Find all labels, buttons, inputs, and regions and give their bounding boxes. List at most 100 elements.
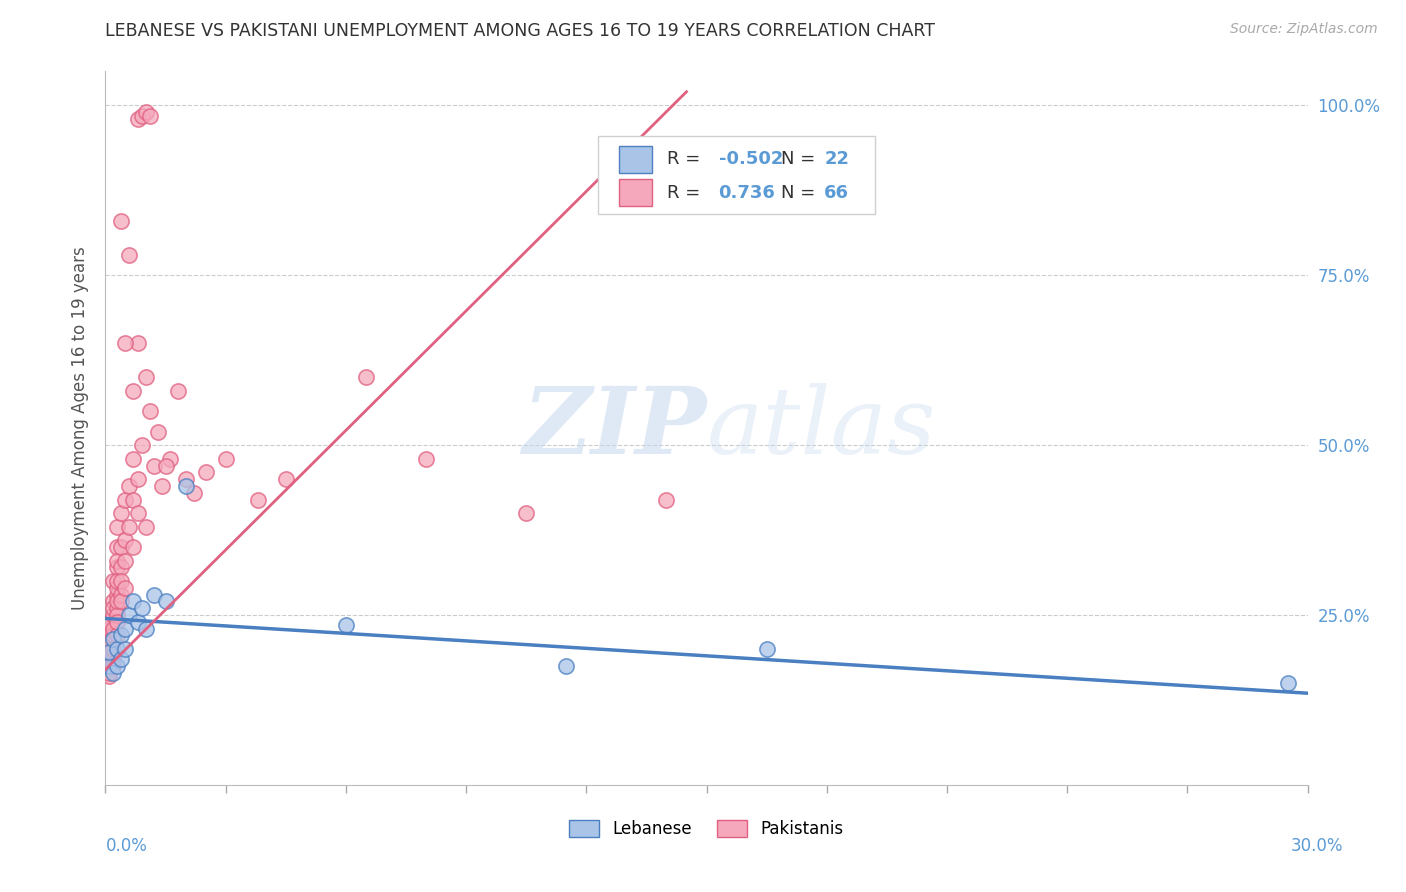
Text: Source: ZipAtlas.com: Source: ZipAtlas.com [1230,22,1378,37]
Point [183,485,205,500]
Point [274,472,297,486]
Text: 0.0%: 0.0% [105,837,148,855]
Point [122,451,145,466]
Point [103,594,125,608]
Text: -0.502: -0.502 [718,150,783,168]
Point [107,642,129,657]
Point [98,665,121,680]
Point [114,336,136,351]
Point [127,506,149,520]
Text: R =: R = [666,150,706,168]
Legend: Lebanese, Pakistanis: Lebanese, Pakistanis [562,813,851,845]
Point [98,659,121,673]
Point [103,665,125,680]
Point [98,628,121,642]
Point [142,458,165,473]
Point [107,594,129,608]
Point [122,384,145,398]
Text: N =: N = [782,184,821,202]
Text: 66: 66 [824,184,849,202]
Point [103,601,125,615]
Point [131,601,153,615]
Point [98,648,121,663]
Point [114,622,136,636]
Point [114,581,136,595]
Point [107,659,129,673]
Point [98,642,121,657]
Point [166,384,188,398]
FancyBboxPatch shape [619,179,652,206]
Point [246,492,269,507]
Text: 30.0%: 30.0% [1291,837,1343,855]
Point [98,662,121,676]
Point [146,425,169,439]
Point [110,628,132,642]
Point [103,608,125,623]
Point [138,404,160,418]
Point [127,615,149,629]
Text: R =: R = [666,184,706,202]
Point [107,588,129,602]
Text: ZIP: ZIP [522,384,707,473]
Point [755,642,778,657]
Point [107,608,129,623]
Point [110,506,132,520]
Point [335,618,357,632]
Point [135,622,157,636]
Point [131,438,153,452]
Point [555,659,578,673]
Point [135,519,157,533]
Point [122,540,145,554]
Point [98,645,121,659]
Point [159,451,181,466]
Point [103,632,125,646]
Point [110,588,132,602]
Point [110,652,132,666]
Point [155,594,177,608]
Point [127,112,149,126]
Point [150,479,173,493]
Point [135,105,157,120]
Text: 0.736: 0.736 [718,184,776,202]
Point [107,615,129,629]
Point [110,540,132,554]
Point [103,659,125,673]
Point [98,635,121,649]
Point [174,479,197,493]
Point [114,554,136,568]
Text: 22: 22 [824,150,849,168]
Text: LEBANESE VS PAKISTANI UNEMPLOYMENT AMONG AGES 16 TO 19 YEARS CORRELATION CHART: LEBANESE VS PAKISTANI UNEMPLOYMENT AMONG… [105,22,935,40]
Point [354,370,377,384]
FancyBboxPatch shape [619,145,652,173]
Point [118,248,141,262]
Point [98,615,121,629]
Point [415,451,437,466]
Y-axis label: Unemployment Among Ages 16 to 19 years: Unemployment Among Ages 16 to 19 years [70,246,89,610]
Point [107,574,129,588]
Point [127,472,149,486]
Point [103,628,125,642]
Point [118,479,141,493]
Point [110,560,132,574]
Point [1277,676,1299,690]
Point [107,554,129,568]
Point [122,594,145,608]
Point [118,519,141,533]
Point [103,648,125,663]
Point [655,492,678,507]
Point [194,466,217,480]
Point [107,601,129,615]
Point [110,594,132,608]
Point [98,622,121,636]
Point [103,656,125,670]
Point [103,642,125,657]
Point [135,370,157,384]
FancyBboxPatch shape [599,136,875,214]
Point [107,519,129,533]
Point [138,109,160,123]
Point [98,669,121,683]
Point [118,608,141,623]
Point [103,574,125,588]
Point [131,109,153,123]
Point [114,533,136,548]
